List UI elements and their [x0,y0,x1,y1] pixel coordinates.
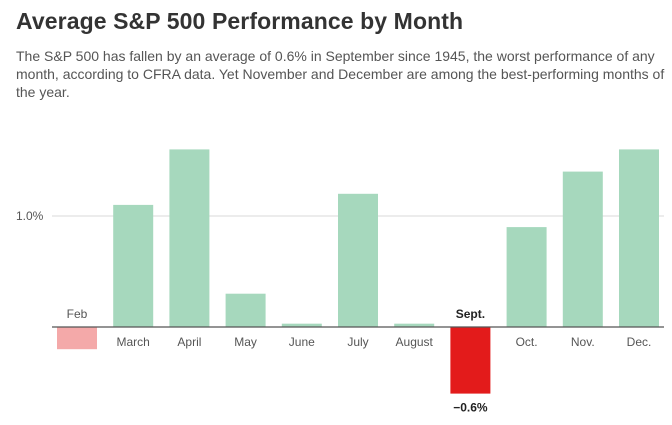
chart-subtitle: The S&P 500 has fallen by an average of … [16,48,665,100]
bar-sept [450,327,491,394]
x-label-august: August [396,335,434,349]
x-label-feb: Feb [67,307,88,321]
x-label-march: March [117,335,150,349]
bar-nov [562,171,603,327]
bar-april [169,149,210,327]
x-label-july: July [347,335,368,349]
y-tick-label: 1.0% [16,209,44,223]
bar-oct [506,227,547,327]
x-label-oct: Oct. [516,335,538,349]
x-label-april: April [177,335,201,349]
x-label-dec: Dec. [627,335,652,349]
bar-june [281,323,322,327]
x-label-nov: Nov. [571,335,595,349]
bar-feb [57,327,97,350]
bar-march [113,204,154,327]
bar-august [394,323,435,327]
bar-dec [619,149,659,327]
bar-may [225,293,266,327]
x-label-sept: Sept. [456,307,485,321]
x-label-may: May [234,335,257,349]
x-label-june: June [289,335,315,349]
chart-title: Average S&P 500 Performance by Month [16,8,464,34]
bar-july [338,193,378,327]
data-label-sept: −0.6% [453,401,488,415]
